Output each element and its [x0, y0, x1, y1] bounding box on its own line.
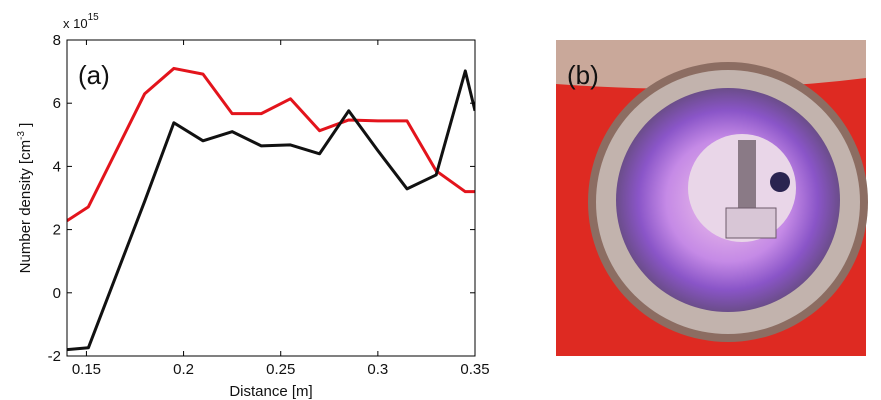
y-axis-label-part: -3 — [16, 131, 27, 140]
photo-block — [725, 207, 777, 239]
plot-frame — [66, 39, 476, 357]
x-tick-label: 0.25 — [266, 361, 295, 378]
panel-label: (b) — [567, 60, 599, 90]
x-tick-label: 0.15 — [72, 361, 101, 378]
y-tick-label: 6 — [53, 95, 61, 112]
data-line — [67, 66, 475, 223]
y-tick-label: 4 — [53, 158, 61, 175]
x-tick-label: 0.35 — [460, 361, 489, 378]
axis-multiplier-exponent: 15 — [88, 12, 100, 23]
axis-multiplier: x 1015 — [63, 12, 99, 31]
y-tick-label: 8 — [53, 32, 61, 49]
axis-multiplier-base: x 10 — [63, 16, 88, 31]
x-axis-label: Distance [m] — [229, 383, 312, 400]
y-axis-label: Number density [cm-3 ] — [16, 123, 34, 274]
data-line — [67, 69, 475, 352]
chart: 0.15 0.2 0.25 0.3 0.35 -2 0 2 4 6 8 Distance [m] Num… — [16, 12, 490, 400]
photo-knob — [770, 172, 790, 192]
y-tick-label: 0 — [53, 285, 61, 302]
y-axis-label-part: Number density [cm — [17, 140, 34, 273]
x-tick-label: 0.2 — [173, 361, 194, 378]
y-tick-label: -2 — [48, 348, 61, 365]
photo: (b) — [556, 40, 868, 356]
x-tick-label: 0.3 — [367, 361, 388, 378]
y-tick-label: 2 — [53, 222, 61, 239]
panel-label: (a) — [78, 60, 110, 90]
photo-rod — [738, 140, 756, 220]
y-axis-label-part: ] — [17, 123, 34, 131]
